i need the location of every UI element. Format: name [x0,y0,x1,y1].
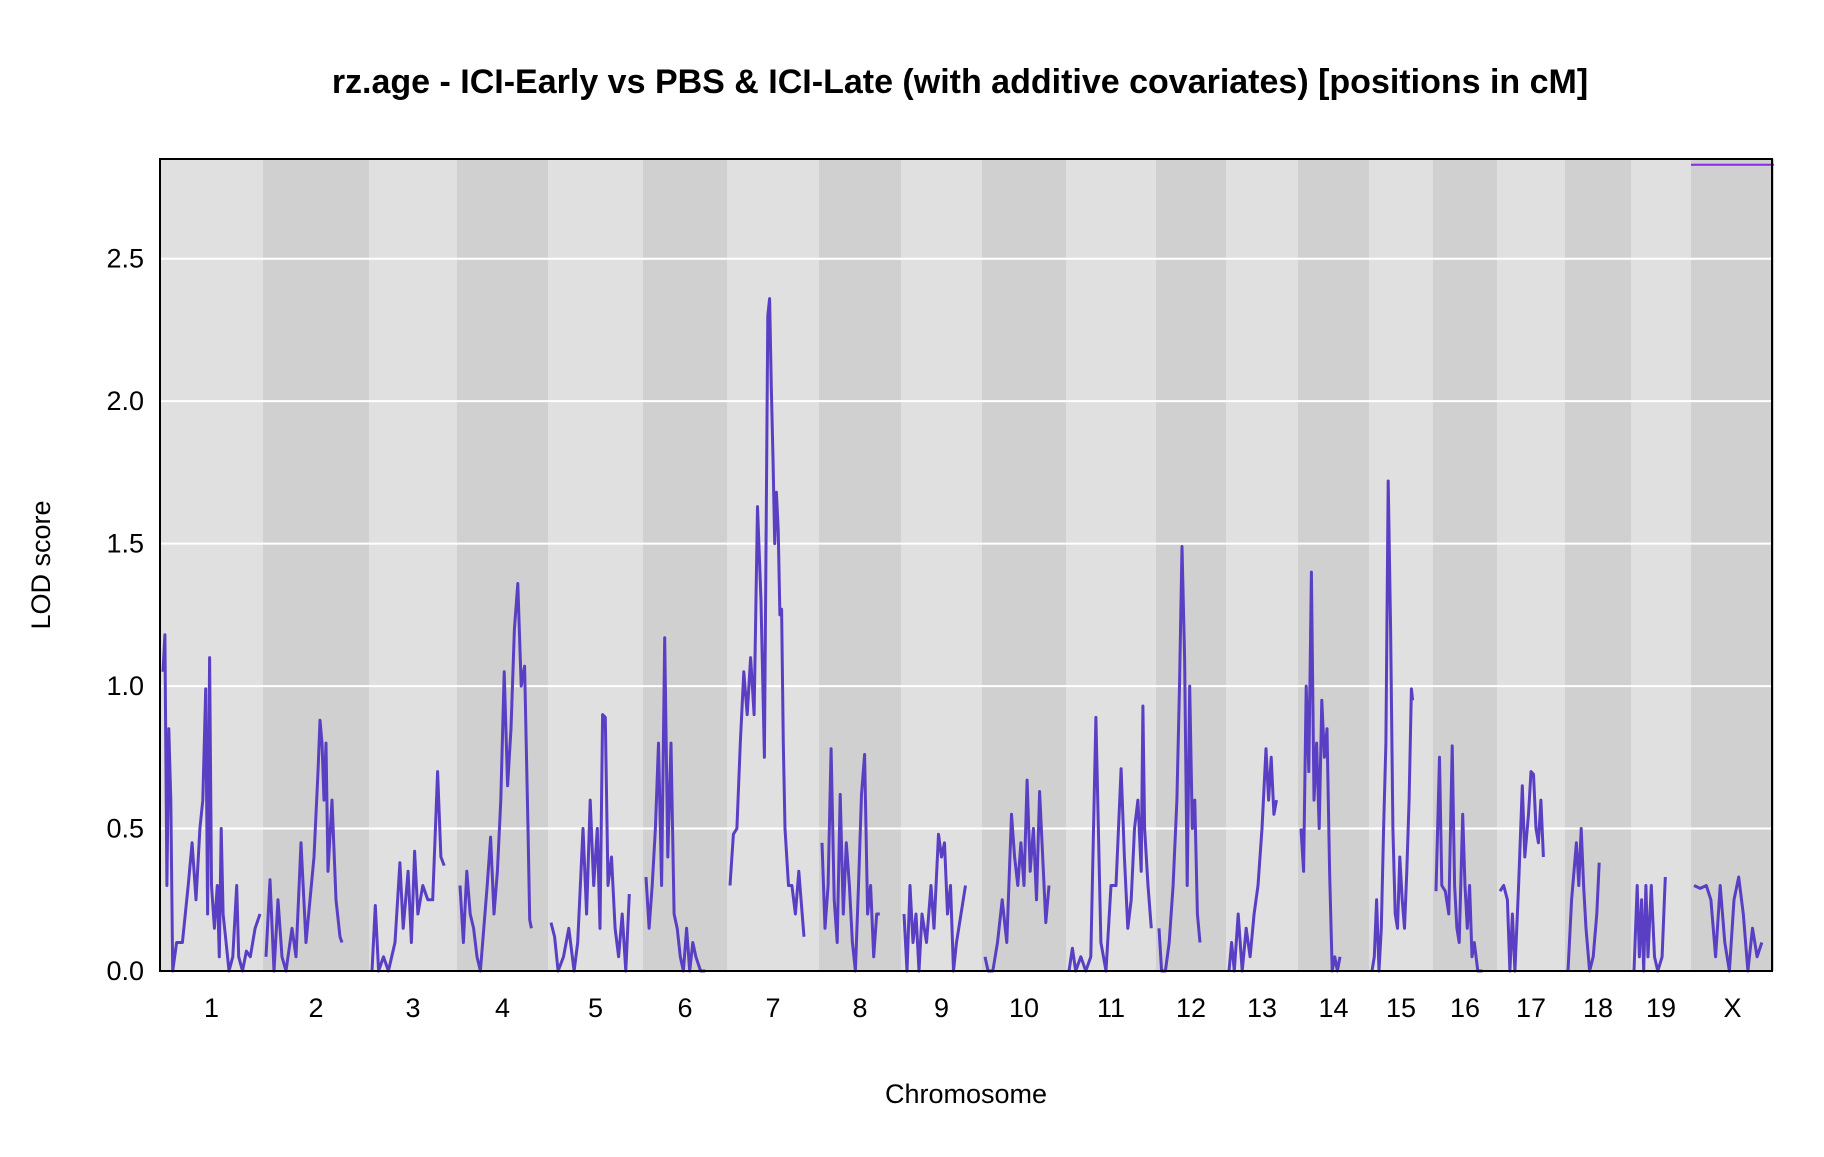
x-tick-label-16: 16 [1450,993,1480,1023]
x-tick-label-19: 19 [1646,993,1676,1023]
x-tick-label-7: 7 [765,993,780,1023]
x-tick-label-15: 15 [1386,993,1416,1023]
chromosome-band-4 [457,159,548,971]
y-tick-label: 1.0 [106,671,144,701]
chromosome-band-17 [1497,159,1565,971]
lod-line-chr-11 [1067,704,1153,973]
lod-line-chr-5 [549,713,631,973]
lod-line-chr-19 [1632,876,1667,973]
x-tick-label-11: 11 [1097,993,1125,1023]
chromosome-bands [160,159,1774,971]
chromosome-band-3 [369,159,457,971]
x-tick-label-4: 4 [495,993,510,1023]
lod-line-chr-10 [983,778,1051,973]
x-axis-label: Chromosome [885,1079,1047,1109]
x-tick-label-8: 8 [852,993,867,1023]
x-tick-label-X: X [1723,993,1741,1023]
x-tick-label-13: 13 [1247,993,1277,1023]
lod-line-chr-1 [161,633,262,973]
chromosome-band-7 [727,159,819,971]
chromosome-band-14 [1298,159,1369,971]
y-axis-label: LOD score [26,500,56,629]
chromosome-band-9 [901,159,982,971]
chromosome-band-19 [1631,159,1691,971]
x-tick-label-9: 9 [934,993,949,1023]
chromosome-band-6 [643,159,727,971]
chromosome-band-16 [1433,159,1497,971]
x-tick-label-1: 1 [204,993,219,1023]
x-tick-label-18: 18 [1583,993,1613,1023]
y-tick-label: 2.0 [106,386,144,416]
x-tick-label-3: 3 [405,993,420,1023]
y-axis-ticks: 0.0 0.5 1.0 1.5 2.0 2.5 [106,244,144,986]
lod-line-chr-6 [644,636,706,973]
lod-line-chr-13 [1227,747,1278,973]
lod-line-chr-3 [370,770,446,973]
x-tick-label-17: 17 [1516,993,1546,1023]
x-tick-label-10: 10 [1009,993,1039,1023]
lod-line-chr-14 [1299,570,1342,973]
x-tick-label-5: 5 [588,993,603,1023]
plot-frame [159,158,1773,972]
y-tick-label: 0.0 [106,956,144,986]
x-axis-ticks: 1 2 3 4 5 6 7 8 9 10 11 12 13 14 15 16 17 18 19 X [204,993,1742,1023]
x-tick-label-6: 6 [677,993,692,1023]
lod-line-chr-12 [1157,545,1202,973]
lod-line-chr-8 [820,747,880,973]
lod-line-chr-18 [1566,827,1601,973]
chromosome-band-2 [263,159,369,971]
y-tick-label: 0.5 [106,814,144,844]
lod-line-chr-2 [264,718,344,973]
x-tick-label-12: 12 [1176,993,1206,1023]
y-tick-label: 1.5 [106,529,144,559]
lod-series [161,297,1764,973]
grid-lines [160,257,1772,830]
chromosome-band-18 [1565,159,1631,971]
x-tick-label-14: 14 [1318,993,1348,1023]
lod-line-chr-17 [1498,770,1545,973]
x-tick-label-2: 2 [308,993,323,1023]
y-tick-label: 2.5 [106,244,144,274]
chromosome-band-12 [1156,159,1226,971]
chromosome-band-15 [1369,159,1433,971]
lod-line-chr-7 [728,297,806,937]
chromosome-band-X [1691,159,1774,971]
chart-title: rz.age - ICI-Early vs PBS & ICI-Late (wi… [332,63,1588,101]
lod-line-chr-4 [458,582,533,973]
lod-line-chr-16 [1434,744,1483,973]
